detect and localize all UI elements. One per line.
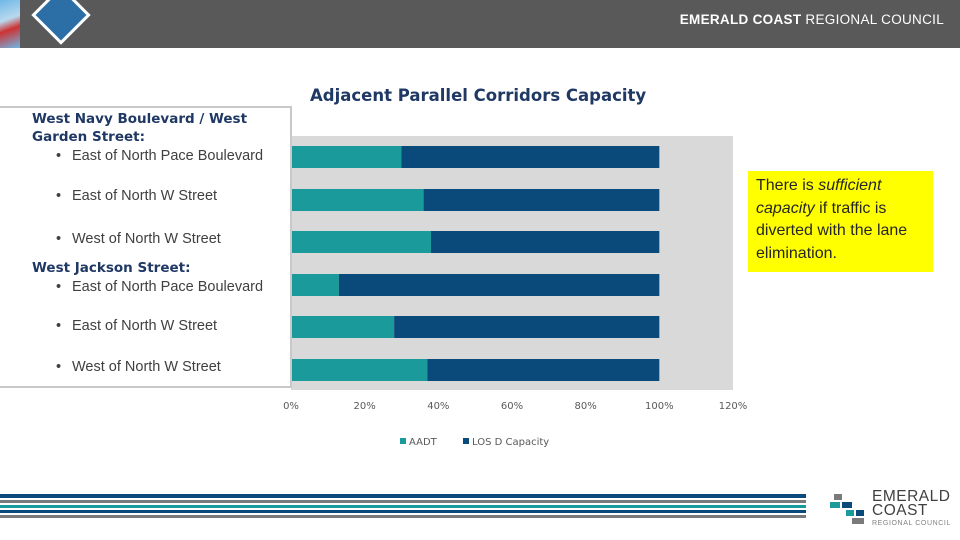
- footer-stripe-gray: [0, 500, 806, 503]
- bullet-icon: •: [56, 188, 62, 204]
- category-label: • East of North W Street: [56, 318, 217, 334]
- chart-title: Adjacent Parallel Corridors Capacity: [310, 86, 647, 105]
- logo-line-2: COAST: [872, 502, 928, 519]
- logo-mark-icon: [830, 494, 864, 524]
- category-label: • East of North Pace Boulevard: [56, 148, 263, 164]
- category-label: • West of North W Street: [56, 231, 221, 247]
- legend-swatch: [400, 438, 406, 444]
- footer-logo: EMERALD COAST REGIONAL COUNCIL: [828, 488, 951, 530]
- x-tick-label: 0%: [283, 401, 299, 412]
- header-org-light: REGIONAL COUNCIL: [801, 12, 944, 27]
- category-label-text: East of North Pace Boulevard: [72, 279, 264, 295]
- bar-aadt: [291, 359, 428, 381]
- x-tick-label: 80%: [575, 401, 597, 412]
- category-label: • East of North W Street: [56, 188, 217, 204]
- x-tick-label: 120%: [719, 401, 748, 412]
- category-label-text: West of North W Street: [72, 231, 221, 247]
- footer-stripe-gray-2: [0, 515, 806, 518]
- category-label: • East of North Pace Boulevard: [56, 279, 263, 295]
- header-photo-thumbnail: [0, 0, 20, 48]
- bar-aadt: [291, 146, 402, 168]
- bar-aadt: [291, 274, 339, 296]
- header-org-bold: EMERALD COAST: [679, 12, 802, 27]
- note-prefix: There is: [756, 177, 819, 194]
- note-suffix: if traffic is diverted with the lane eli…: [756, 199, 908, 262]
- logo-subtitle: REGIONAL COUNCIL: [872, 520, 951, 527]
- legend-label: LOS D Capacity: [472, 437, 549, 448]
- group-label-navy-garden: West Navy Boulevard / West Garden Street…: [32, 111, 248, 145]
- plot-area: [291, 136, 733, 390]
- bar-aadt: [291, 231, 431, 253]
- bullet-icon: •: [56, 231, 62, 247]
- bar-aadt: [291, 316, 395, 338]
- bullet-icon: •: [56, 318, 62, 334]
- bar-los-d-capacity: [338, 274, 660, 296]
- bullet-icon: •: [56, 359, 62, 375]
- group-label-jackson: West Jackson Street:: [32, 260, 191, 276]
- category-label-text: East of North Pace Boulevard: [72, 148, 264, 164]
- bullet-icon: •: [56, 148, 62, 164]
- x-tick-label: 20%: [354, 401, 376, 412]
- header-org-title: EMERALD COAST REGIONAL COUNCIL: [680, 12, 944, 27]
- footer-stripe-navy: [0, 494, 806, 498]
- legend-swatch: [463, 438, 469, 444]
- category-label-text: East of North W Street: [72, 318, 218, 334]
- bar-los-d-capacity: [430, 231, 660, 253]
- footer-stripe-navy-2: [0, 510, 806, 513]
- bar-los-d-capacity: [427, 359, 660, 381]
- header-bar: EMERALD COAST REGIONAL COUNCIL: [0, 0, 960, 48]
- note-emphasis: sufficient capacity: [756, 177, 882, 217]
- legend-label: AADT: [409, 437, 438, 448]
- logo-line-1: EMERALD: [872, 488, 951, 505]
- x-tick-label: 60%: [501, 401, 523, 412]
- logo-text: EMERALD COAST: [872, 488, 951, 519]
- x-tick-label: 40%: [427, 401, 449, 412]
- category-label-text: West of North W Street: [72, 359, 221, 375]
- bar-aadt: [291, 189, 424, 211]
- category-label-text: East of North W Street: [72, 188, 218, 204]
- bar-los-d-capacity: [401, 146, 660, 168]
- footer-stripe-teal: [0, 505, 806, 508]
- category-label-panel: West Navy Boulevard / West Garden Street…: [0, 106, 292, 388]
- x-tick-label: 100%: [645, 401, 674, 412]
- bar-los-d-capacity: [423, 189, 660, 211]
- capacity-note: There is sufficient capacity if traffic …: [748, 171, 933, 272]
- bullet-icon: •: [56, 279, 62, 295]
- category-label: • West of North W Street: [56, 359, 221, 375]
- bar-los-d-capacity: [394, 316, 660, 338]
